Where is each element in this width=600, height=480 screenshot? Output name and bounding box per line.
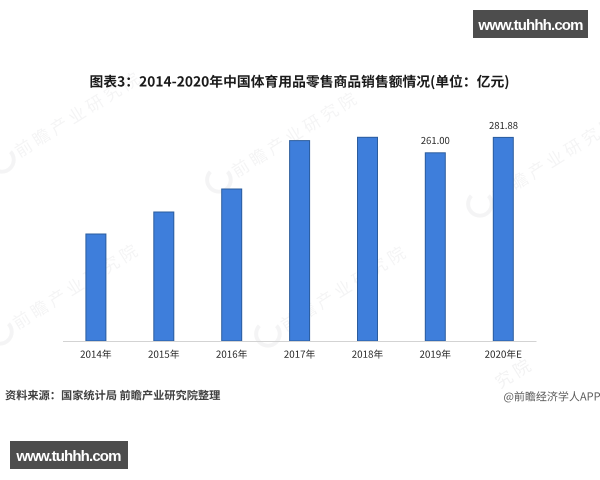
svg-text:www.tuhhh.com: www.tuhhh.com (477, 17, 583, 34)
svg-text:www.tuhhh.com: www.tuhhh.com (15, 448, 121, 465)
